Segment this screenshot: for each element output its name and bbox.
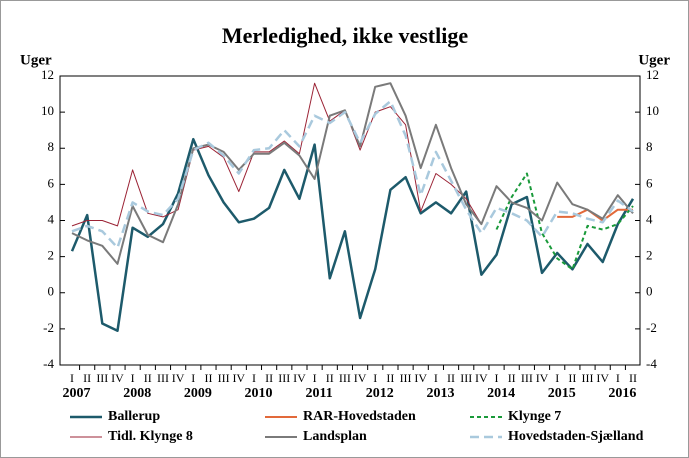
year-label: 2012	[366, 386, 394, 401]
x-tick-label: III	[521, 371, 533, 385]
y-tick-label: 12	[41, 67, 54, 82]
y-tick-label: 6	[48, 175, 55, 190]
x-tick-label: III	[218, 371, 230, 385]
x-tick-label: IV	[354, 371, 367, 385]
x-tick-label: I	[616, 371, 620, 385]
x-tick-label: I	[70, 371, 74, 385]
series-line	[495, 172, 634, 271]
y2-tick-label: 8	[646, 139, 653, 154]
legend-label: Landsplan	[303, 429, 367, 444]
x-tick-label: II	[326, 371, 334, 385]
legend-label: Hovedstaden-Sjælland	[508, 429, 644, 444]
y2-tick-label: 4	[646, 211, 653, 226]
year-label: 2009	[184, 386, 212, 401]
y-tick-label: -4	[43, 356, 54, 371]
y-tick-label: 0	[48, 284, 55, 299]
y-tick-label: 4	[48, 211, 55, 226]
y-tick-label: 8	[48, 139, 55, 154]
series-line	[71, 82, 482, 227]
x-tick-label: IV	[111, 371, 124, 385]
x-tick-label: I	[191, 371, 195, 385]
x-tick-label: III	[339, 371, 351, 385]
y2-tick-label: 6	[646, 175, 653, 190]
series-line	[71, 100, 634, 249]
x-tick-label: IV	[293, 371, 306, 385]
x-tick-label: IV	[232, 371, 245, 385]
year-label: 2007	[63, 386, 91, 401]
x-tick-label: II	[508, 371, 516, 385]
year-label: 2010	[244, 386, 272, 401]
y2-tick-label: 0	[646, 284, 653, 299]
y-axis-label: Uger	[20, 52, 52, 68]
x-tick-label: II	[204, 371, 212, 385]
year-label: 2011	[306, 386, 333, 401]
legend-label: Klynge 7	[508, 409, 561, 424]
x-tick-label: IV	[414, 371, 427, 385]
legend-label: RAR-Hovedstaden	[303, 409, 416, 424]
x-tick-label: II	[83, 371, 91, 385]
x-tick-label: IV	[475, 371, 488, 385]
x-tick-label: I	[434, 371, 438, 385]
y-tick-label: 2	[48, 248, 55, 263]
x-tick-label: III	[157, 371, 169, 385]
x-tick-label: IV	[536, 371, 549, 385]
x-tick-label: II	[568, 371, 576, 385]
x-tick-label: I	[252, 371, 256, 385]
year-label: 2008	[123, 386, 151, 401]
x-tick-label: II	[144, 371, 152, 385]
x-tick-label: I	[555, 371, 559, 385]
legend-label: Ballerup	[108, 409, 160, 424]
series-line	[71, 82, 634, 265]
x-tick-label: II	[386, 371, 394, 385]
year-label: 2014	[487, 386, 515, 401]
year-label: 2015	[548, 386, 576, 401]
x-tick-label: II	[447, 371, 455, 385]
year-label: 2016	[608, 386, 636, 401]
y2-axis-label: Uger	[638, 52, 670, 68]
x-tick-label: I	[373, 371, 377, 385]
y2-tick-label: 2	[646, 248, 653, 263]
y-tick-label: 10	[41, 103, 54, 118]
chart-title: Merledighed, ikke vestlige	[222, 23, 468, 48]
x-tick-label: I	[313, 371, 317, 385]
legend-label: Tidl. Klynge 8	[108, 429, 193, 444]
series-line	[70, 137, 635, 332]
x-tick-label: III	[400, 371, 412, 385]
x-tick-label: I	[495, 371, 499, 385]
x-tick-label: II	[629, 371, 637, 385]
x-tick-label: I	[131, 371, 135, 385]
y2-tick-label: -2	[646, 320, 657, 335]
x-tick-label: IV	[596, 371, 609, 385]
x-tick-label: III	[96, 371, 108, 385]
year-label: 2013	[426, 386, 454, 401]
y2-tick-label: 10	[646, 103, 659, 118]
x-tick-label: III	[278, 371, 290, 385]
y2-tick-label: -4	[646, 356, 657, 371]
y2-tick-label: 12	[646, 67, 659, 82]
x-tick-label: III	[582, 371, 594, 385]
x-tick-label: III	[460, 371, 472, 385]
y-tick-label: -2	[43, 320, 54, 335]
x-tick-label: IV	[172, 371, 185, 385]
x-tick-label: II	[265, 371, 273, 385]
